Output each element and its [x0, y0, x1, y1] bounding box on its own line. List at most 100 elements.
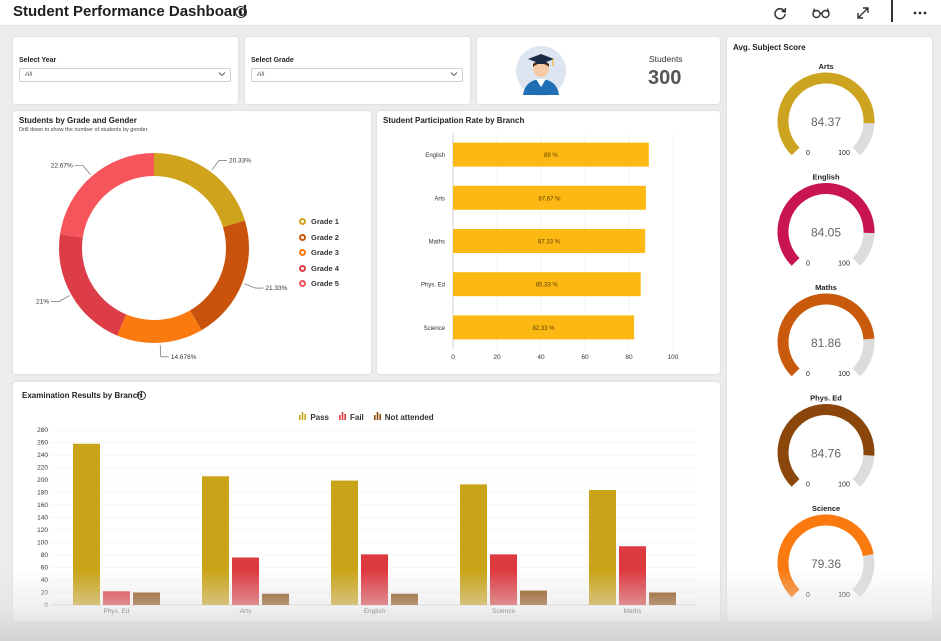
legend-label: Not attended — [384, 412, 434, 422]
donut-slice — [154, 153, 245, 228]
legend-item[interactable]: Grade 1 — [299, 217, 339, 226]
exam-bar — [331, 480, 358, 605]
exam-bar — [589, 490, 616, 605]
legend-label: Grade 5 — [311, 279, 339, 288]
bar-value-label: 89 % — [544, 153, 558, 159]
legend-item[interactable]: Fail — [339, 412, 364, 422]
y-tick-label: 80 — [41, 552, 49, 559]
donut-leader-line — [211, 160, 227, 171]
legend-item[interactable]: Pass — [299, 412, 329, 422]
donut-title: Students by Grade and Gender — [19, 116, 137, 125]
participation-bar — [453, 229, 646, 253]
y-tick-label: 20 — [41, 590, 49, 597]
exam-bar — [361, 554, 388, 605]
legend-marker — [299, 218, 306, 225]
y-tick-label: 0 — [44, 602, 48, 609]
donut-leader-line — [159, 344, 169, 358]
donut-slice-label: 21.33% — [265, 285, 287, 292]
gauge-value-arc — [777, 293, 875, 377]
donut-slice-label: 22.67% — [51, 162, 73, 169]
gauge-min-label: 0 — [806, 371, 810, 378]
gauge-subject-label: English — [812, 173, 840, 182]
more-icon[interactable] — [911, 4, 929, 22]
expand-icon[interactable] — [854, 4, 872, 22]
participation-bar — [453, 272, 641, 297]
y-category-label: English — [425, 153, 445, 159]
participation-bar — [453, 185, 646, 210]
legend-label: Grade 3 — [311, 248, 339, 257]
gauge-min-label: 0 — [806, 150, 810, 157]
exam-bar — [232, 557, 259, 605]
gauge-subject-label: Science — [812, 504, 840, 513]
x-category-label: Science — [492, 608, 516, 615]
exam-results-chart: 0 20 40 60 80 100 120 140 160 180 200 220 240 260 280 P… — [37, 427, 696, 615]
gauge-max-label: 100 — [838, 592, 850, 599]
exam-bar — [262, 593, 289, 605]
students-kpi-card: Students 300 — [477, 37, 720, 104]
exam-bar — [460, 484, 487, 605]
bar-chart-icon — [339, 412, 346, 422]
gauge-max-label: 100 — [838, 482, 850, 489]
y-tick-label: 180 — [37, 490, 48, 497]
donut-slice — [59, 234, 127, 336]
gauges-title: Avg. Subject Score — [733, 43, 806, 52]
x-tick-label: 60 — [581, 354, 589, 361]
legend-label: Grade 4 — [311, 263, 339, 273]
exam-bar — [619, 546, 646, 605]
donut-subtitle: Drill down to show the number of student… — [19, 127, 149, 133]
y-tick-label: 140 — [37, 515, 48, 522]
donut-slice-label: 14.676% — [171, 354, 197, 361]
y-tick-label: 100 — [37, 540, 48, 547]
chevron-down-icon — [450, 70, 458, 83]
gauge-value-arc — [777, 183, 875, 266]
donut-leader-line — [74, 165, 91, 175]
legend-marker — [299, 249, 306, 256]
gauge-value-label: 79.36 — [811, 557, 841, 571]
x-tick-label: 80 — [625, 354, 633, 361]
info-icon[interactable]: i — [235, 6, 247, 18]
gauge-subject-label: Arts — [818, 62, 833, 71]
y-category-label: Science — [424, 326, 446, 332]
gauge-max-label: 100 — [838, 150, 850, 157]
participation-bar — [453, 142, 649, 167]
x-category-label: Maths — [624, 608, 642, 615]
donut-leader-line — [51, 295, 70, 302]
students-by-grade-card: Students by Grade and Gender Drill down … — [13, 111, 371, 374]
legend-marker — [299, 264, 306, 272]
y-tick-label: 120 — [37, 527, 48, 534]
legend-label: Pass — [310, 412, 329, 422]
exam-legend: Pass Fail Not attended — [13, 412, 720, 422]
participation-card: Student Participation Rate by Branch 0 20… — [377, 111, 720, 374]
donut-slice — [60, 153, 154, 238]
donut-chart: 20.33% 21.33% 14.676% 21% 22.67% — [36, 153, 288, 361]
bar-value-label: 87.67 % — [538, 196, 561, 202]
refresh-icon[interactable] — [771, 4, 789, 22]
gauge-value-arc — [777, 72, 875, 156]
legend-item[interactable]: Grade 3 — [299, 248, 339, 257]
y-tick-label: 280 — [37, 427, 48, 434]
glasses-icon[interactable] — [812, 4, 830, 22]
y-tick-label: 260 — [37, 440, 48, 447]
legend-item[interactable]: Not attended — [373, 412, 434, 422]
exam-bar — [133, 592, 160, 605]
donut-slice — [190, 220, 250, 331]
gauge-min-label: 0 — [806, 482, 810, 489]
y-category-label: Phys. Ed — [421, 283, 445, 289]
avg-subject-score-card: Avg. Subject Score Arts 84.37 0 100 English 8… — [727, 37, 932, 622]
legend-item[interactable]: Grade 5 — [299, 279, 339, 288]
exam-bar — [103, 591, 130, 605]
x-category-label: Arts — [240, 608, 252, 615]
toolbar-divider — [891, 0, 893, 22]
y-category-label: Arts — [434, 196, 445, 202]
grade-select[interactable]: All — [251, 68, 463, 82]
legend-item[interactable]: Grade 2 — [299, 233, 339, 242]
gauge-subject-label: Phys. Ed — [810, 394, 842, 403]
legend-item[interactable]: Grade 4 — [299, 264, 339, 273]
exam-bar — [490, 554, 517, 605]
donut-slice — [117, 310, 202, 343]
donut-slice-label: 21% — [36, 299, 49, 306]
gauge-value-label: 84.76 — [811, 447, 841, 461]
year-select[interactable]: All — [19, 68, 231, 82]
donut-leader-line — [244, 283, 264, 289]
info-icon[interactable]: i — [137, 391, 146, 400]
